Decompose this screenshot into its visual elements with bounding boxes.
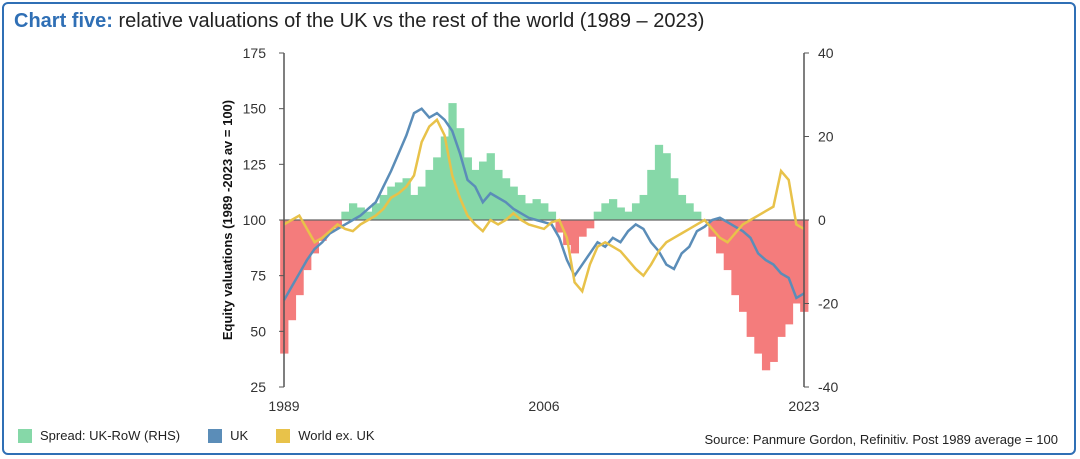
- spread-bar: [677, 194, 687, 220]
- spread-area-group: [280, 103, 809, 371]
- spread-bar: [341, 211, 350, 220]
- spread-bar: [654, 144, 664, 220]
- source-note: Source: Panmure Gordon, Refinitiv. Post …: [704, 432, 1059, 447]
- spread-bar: [318, 220, 327, 241]
- spread-bar: [425, 169, 434, 220]
- right-y-tick-label: -40: [818, 379, 838, 395]
- spread-bar: [777, 220, 786, 337]
- spread-bar: [586, 220, 595, 229]
- spread-bar: [754, 220, 763, 354]
- spread-bar: [578, 220, 587, 237]
- left-y-tick-label: 50: [250, 323, 266, 339]
- spread-bar: [287, 220, 297, 321]
- left-y-tick-label: 75: [250, 268, 266, 284]
- spread-bar: [631, 203, 641, 220]
- legend-label-uk: UK: [230, 428, 249, 443]
- world-ex-uk-series-line: [283, 117, 805, 294]
- spread-bar: [555, 220, 564, 233]
- spread-bar: [471, 169, 480, 220]
- spread-bar: [670, 178, 679, 220]
- spread-bar: [371, 203, 381, 220]
- spread-bar: [364, 211, 373, 220]
- spread-bar: [486, 153, 495, 220]
- spread-bar: [601, 203, 610, 220]
- spread-bar: [792, 220, 801, 304]
- spread-bar: [547, 211, 557, 220]
- spread-bar: [440, 136, 450, 220]
- legend-item-spread: Spread: UK-RoW (RHS): [18, 428, 180, 443]
- spread-bar: [769, 220, 778, 362]
- spread-bar: [494, 169, 503, 220]
- spread-bar: [532, 199, 541, 220]
- spread-bar: [326, 220, 335, 233]
- legend-label-spread: Spread: UK-RoW (RHS): [40, 428, 181, 443]
- spread-bar: [739, 220, 748, 312]
- spread-bar: [693, 211, 702, 220]
- spread-bar: [501, 178, 511, 220]
- spread-bar: [349, 203, 358, 220]
- spread-bar: [410, 194, 419, 220]
- spread-bar: [417, 186, 427, 220]
- spread-bar: [624, 211, 633, 220]
- spread-bar: [723, 220, 732, 271]
- spread-bar: [394, 182, 404, 220]
- spread-bar: [517, 194, 526, 220]
- x-tick-label: 1989: [268, 398, 299, 414]
- spread-bar: [524, 203, 534, 220]
- right-y-tick-label: -20: [818, 296, 838, 312]
- legend-item-world: World ex. UK: [276, 428, 375, 443]
- legend-label-world: World ex. UK: [298, 428, 375, 443]
- left-y-tick-label: 25: [250, 379, 266, 395]
- right-y-tick-label: 40: [818, 45, 834, 61]
- legend-swatch-uk: [208, 428, 223, 443]
- spread-bar: [746, 220, 755, 337]
- y-axis-label: Equity valuations (1989 -2023 av = 100): [220, 100, 235, 340]
- legend-swatch-world: [276, 428, 291, 443]
- spread-bar: [509, 186, 518, 220]
- spread-bar: [563, 220, 572, 246]
- spread-bar: [761, 220, 771, 371]
- spread-bar: [593, 211, 602, 220]
- spread-bar: [448, 103, 457, 220]
- chart-title-text: relative valuations of the UK vs the res…: [118, 10, 705, 32]
- left-y-tick-label: 100: [243, 212, 267, 228]
- spread-bar: [639, 194, 648, 220]
- spread-bar: [433, 157, 442, 220]
- left-y-tick-label: 175: [243, 45, 267, 61]
- spread-bar: [310, 220, 320, 254]
- spread-bar: [479, 161, 488, 220]
- chart-title-lead: Chart five:: [14, 10, 113, 32]
- spread-bar: [303, 220, 312, 271]
- right-y-tick-label: 20: [818, 129, 834, 145]
- right-y-tick-label: 0: [818, 212, 826, 228]
- spread-bar: [647, 169, 656, 220]
- axis-ticks-group: 175 150 125 100 75 50 25 40 20 0 -20 -40 1989 2006 202…: [243, 45, 839, 414]
- chart-title: Chart five: relative valuations of the U…: [14, 10, 704, 33]
- spread-bar: [662, 153, 671, 220]
- legend-swatch-spread: [18, 428, 32, 443]
- spread-bar: [540, 203, 549, 220]
- spread-bar: [731, 220, 740, 296]
- spread-bar: [463, 157, 472, 220]
- spread-bar: [456, 128, 465, 220]
- spread-bar: [402, 178, 411, 220]
- legend-item-uk: UK: [208, 428, 248, 443]
- uk-series-line: [282, 107, 805, 301]
- spread-bar: [685, 203, 694, 220]
- x-tick-label: 2006: [528, 398, 559, 414]
- left-y-tick-label: 125: [243, 156, 267, 172]
- spread-bar: [784, 220, 794, 325]
- left-y-tick-label: 150: [243, 101, 267, 117]
- chart-legend: Spread: UK-RoW (RHS) UK World ex. UK: [18, 428, 375, 443]
- spread-bar: [570, 220, 580, 254]
- spread-bar: [295, 220, 304, 296]
- spread-bar: [609, 199, 618, 220]
- spread-bar: [387, 186, 396, 220]
- x-tick-label: 2023: [788, 398, 819, 414]
- spread-bar: [616, 207, 625, 220]
